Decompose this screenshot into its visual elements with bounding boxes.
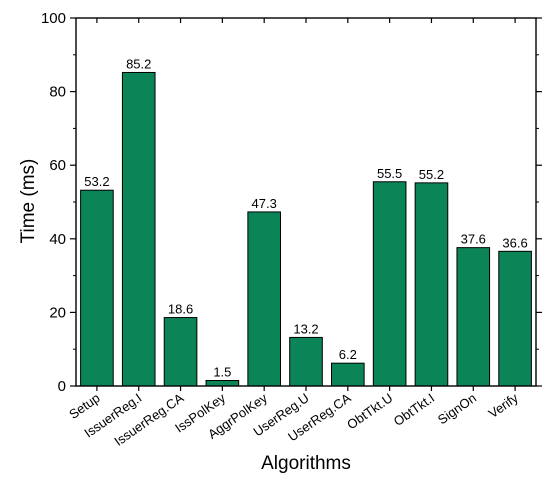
value-label-4: 47.3 — [252, 196, 277, 211]
value-label-2: 18.6 — [168, 302, 193, 317]
bar-6 — [331, 362, 365, 387]
bar-0 — [80, 189, 114, 387]
bar-1 — [121, 71, 156, 387]
value-label-3: 1.5 — [213, 364, 231, 379]
bar-10 — [498, 250, 532, 387]
x-tick-label-8: ObtTkt.I — [391, 390, 437, 429]
x-tick-label-9: SignOn — [435, 390, 479, 427]
value-label-1: 85.2 — [126, 56, 151, 71]
bar-5 — [289, 336, 323, 387]
y-tick-label-3: 60 — [49, 157, 66, 174]
value-labels-layer: 53.2 85.2 18.6 1.5 47.3 13.2 6.2 55.5 55.2 37.6 36… — [84, 56, 527, 379]
x-tick-label-10: Verify — [486, 390, 522, 421]
y-tick-label-1: 20 — [49, 304, 66, 321]
bar-8 — [414, 182, 449, 387]
value-label-8: 55.2 — [419, 167, 444, 182]
value-label-9: 37.6 — [461, 232, 486, 247]
x-axis-title: Algorithms — [261, 453, 351, 474]
bar-7 — [372, 181, 407, 387]
value-label-10: 36.6 — [502, 235, 527, 250]
bar-3 — [205, 379, 240, 387]
y-axis-title: Time (ms) — [18, 159, 39, 244]
y-tick-label-2: 40 — [49, 231, 66, 248]
bars-layer — [80, 71, 532, 387]
bar-9 — [456, 247, 491, 387]
y-tick-label-0: 0 — [58, 378, 66, 395]
bar-2 — [163, 317, 198, 387]
value-label-5: 13.2 — [293, 321, 318, 336]
x-tick-label-7: ObtTkt.U — [344, 390, 395, 432]
bar-4 — [247, 211, 281, 387]
y-tick-label-5: 100 — [41, 10, 66, 27]
value-label-7: 55.5 — [377, 166, 402, 181]
y-tick-label-4: 80 — [49, 84, 66, 101]
value-label-6: 6.2 — [339, 347, 357, 362]
value-label-0: 53.2 — [84, 174, 109, 189]
